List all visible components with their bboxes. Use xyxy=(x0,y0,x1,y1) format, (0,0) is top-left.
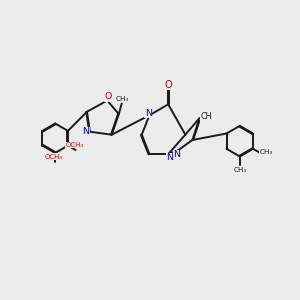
Text: CH₃: CH₃ xyxy=(116,96,129,102)
Text: O: O xyxy=(105,92,112,101)
Text: N: N xyxy=(174,150,181,159)
Text: CH₃: CH₃ xyxy=(233,167,247,173)
Text: CH: CH xyxy=(201,112,212,121)
Text: OCH₃: OCH₃ xyxy=(44,154,62,160)
Text: CH₃: CH₃ xyxy=(260,149,273,155)
Text: N: N xyxy=(145,109,152,118)
Text: N: N xyxy=(82,127,90,136)
Text: N: N xyxy=(166,153,173,162)
Text: O: O xyxy=(164,80,172,90)
Text: OCH₃: OCH₃ xyxy=(65,142,83,148)
